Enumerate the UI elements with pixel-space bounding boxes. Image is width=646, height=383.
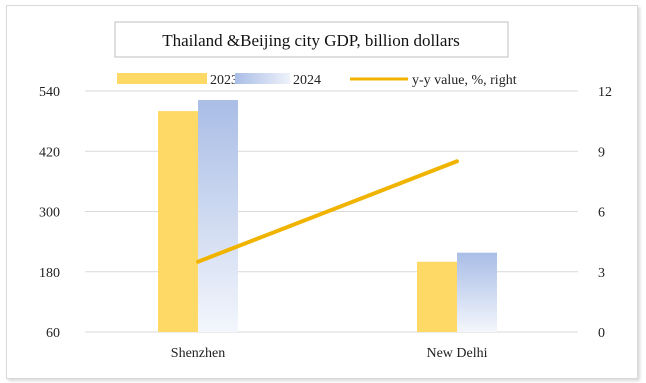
- bar-2024: [198, 100, 238, 332]
- right-tick-label: 9: [598, 145, 605, 160]
- legend-label-2023: 2023: [210, 73, 238, 88]
- chart-title-box: Thailand &Beijing city GDP, billion doll…: [114, 21, 509, 58]
- category-label: Shenzhen: [171, 346, 225, 361]
- chart-frame: [6, 5, 638, 379]
- legend-swatch-2024: [235, 73, 290, 84]
- right-tick-label: 12: [598, 85, 612, 100]
- bar-2024: [457, 252, 497, 332]
- right-tick-label: 3: [598, 266, 605, 281]
- bars: [158, 100, 497, 332]
- legend-label-yoy: y-y value, %, right: [412, 73, 517, 88]
- left-tick-label: 420: [39, 145, 60, 160]
- legend-swatch-2023: [117, 73, 207, 84]
- bar-2023: [158, 111, 198, 332]
- left-axis-ticks: 60 180 300 420 540: [39, 85, 60, 341]
- category-labels: Shenzhen New Delhi: [171, 346, 488, 361]
- right-tick-label: 6: [598, 206, 605, 221]
- category-label: New Delhi: [426, 346, 487, 361]
- left-tick-label: 60: [46, 326, 60, 341]
- right-axis-ticks: 0 3 6 9 12: [598, 85, 612, 341]
- chart-title: Thailand &Beijing city GDP, billion doll…: [162, 31, 459, 50]
- right-tick-label: 0: [598, 326, 605, 341]
- yoy-line-path: [196, 159, 459, 264]
- bar-2023: [417, 261, 457, 332]
- left-tick-label: 300: [39, 206, 60, 221]
- left-tick-label: 180: [39, 266, 60, 281]
- left-tick-label: 540: [39, 85, 60, 100]
- title-box: [114, 21, 509, 58]
- yoy-line: [196, 159, 459, 264]
- legend: 2023 2024 y-y value, %, right: [117, 73, 517, 88]
- legend-label-2024: 2024: [293, 73, 321, 88]
